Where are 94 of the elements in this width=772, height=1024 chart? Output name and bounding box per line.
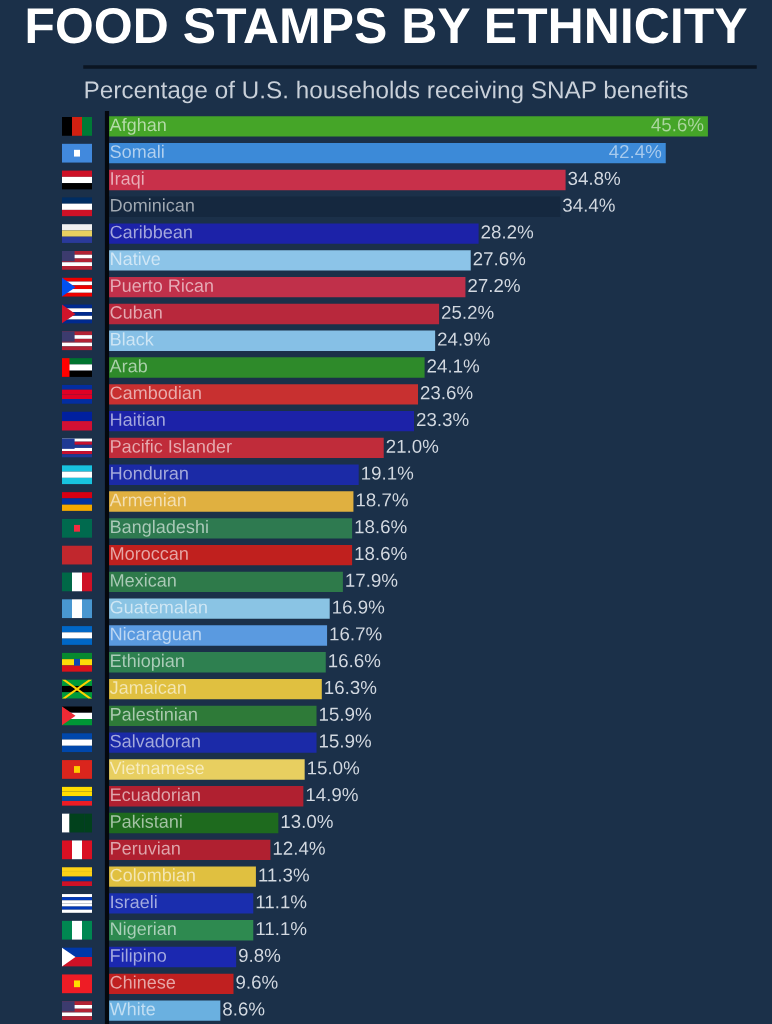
data-label: 18.7% (356, 493, 408, 507)
y-tick-label: Pacific Islander (111, 439, 232, 453)
y-tick-label: White (109, 1002, 155, 1016)
y-tick-label: Mexican (111, 573, 176, 587)
data-label: 15.9% (319, 734, 371, 748)
data-label: 11.1% (256, 895, 307, 909)
y-tick-label: Moroccan (111, 547, 188, 560)
y-tick-label: Dominican (111, 198, 194, 212)
data-label: 17.9% (346, 573, 398, 587)
y-tick-label: Afghan (109, 117, 166, 135)
data-label: 23.3% (416, 412, 469, 427)
data-label: 15.9% (319, 707, 371, 721)
y-tick-label: Honduran (111, 466, 188, 480)
data-label: 13.0% (281, 814, 333, 829)
y-tick-label: Jamaican (109, 680, 186, 694)
data-label: 12.4% (273, 841, 325, 855)
data-label: 42.4% (609, 144, 662, 159)
y-tick-label: Bangladeshi (111, 519, 208, 537)
y-tick-label: Cambodian (110, 385, 201, 400)
bar (107, 678, 322, 700)
y-tick-label: Native (111, 251, 160, 266)
y-tick-label: Ethiopian (111, 653, 184, 671)
y-tick-label: Haitian (111, 412, 165, 426)
bar (107, 196, 561, 217)
y-tick-label: Pakistani (111, 814, 182, 828)
y-tick-label: Nigerian (111, 921, 176, 939)
y-tick-label: Black (111, 332, 154, 346)
y-tick-label: Ecuadorian (111, 787, 200, 802)
y-tick-label: Guatemalan (110, 600, 207, 614)
bar (107, 893, 254, 914)
bar (107, 250, 471, 271)
bar (107, 357, 425, 378)
y-tick-label: Somali (110, 144, 164, 159)
chart-subtitle: Percentage of U.S. households receiving SNAP benefits (85, 80, 688, 104)
bar (107, 571, 343, 593)
bar (107, 169, 566, 191)
y-tick-label: Peruvian (111, 841, 180, 855)
bar (107, 464, 359, 485)
y-tick-label: Puerto Rican (111, 278, 213, 293)
data-label: 45.6% (651, 118, 704, 132)
y-tick-label: Filipino (111, 948, 167, 966)
data-label: 14.9% (306, 788, 358, 802)
data-label: 18.6% (355, 520, 407, 534)
y-tick-label: Nicaraguan (111, 627, 201, 644)
data-label: 34.8% (568, 171, 621, 186)
data-label: 8.6% (223, 1002, 265, 1016)
data-label: 16.6% (329, 654, 381, 668)
bar (107, 384, 418, 405)
data-label: 25.2% (441, 305, 494, 319)
y-tick-label: Colombian (110, 868, 195, 882)
data-label: 9.6% (236, 975, 278, 989)
data-label: 16.9% (333, 600, 385, 614)
data-label: 28.2% (481, 225, 534, 239)
y-tick-label: Palestinian (111, 707, 197, 721)
y-tick-label: Vietnamese (109, 761, 204, 775)
y-tick-label: Armenian (109, 493, 186, 507)
data-label: 19.1% (362, 466, 414, 480)
data-label: 11.3% (259, 868, 309, 882)
data-label: 27.6% (473, 252, 526, 266)
bar (107, 330, 436, 351)
y-tick-label: Israeli (111, 895, 157, 909)
data-label: 15.0% (308, 761, 360, 775)
data-label: 16.7% (330, 627, 382, 641)
data-label: 21.0% (386, 439, 439, 453)
bar (107, 652, 326, 673)
bar (107, 276, 466, 298)
bar (107, 223, 479, 244)
y-tick-label: Chinese (110, 975, 176, 989)
y-tick-label: Caribbean (110, 225, 192, 239)
bar (107, 491, 354, 512)
y-tick-label: Iraqi (111, 171, 144, 189)
bar (107, 544, 353, 566)
data-label: 16.3% (325, 680, 377, 695)
bar (107, 732, 317, 753)
bar (107, 866, 256, 887)
data-label: 27.2% (468, 278, 520, 293)
data-label: 34.4% (563, 198, 615, 212)
data-label: 11.1% (256, 922, 307, 936)
data-label: 18.6% (355, 546, 407, 561)
bar (107, 303, 440, 325)
bar (107, 1000, 221, 1021)
bar (107, 116, 708, 137)
chart-title: FOOD STAMPS BY ETHNICITY (27, 8, 747, 44)
data-label: 24.9% (438, 332, 490, 346)
data-label: 24.1% (427, 359, 480, 373)
bar (107, 143, 666, 164)
y-tick-label: Cuban (110, 305, 162, 319)
y-tick-label: Arab (109, 359, 147, 373)
y-tick-label: Salvadoran (110, 734, 200, 748)
data-label: 23.6% (420, 386, 473, 400)
bar (107, 410, 415, 432)
bar (107, 759, 305, 780)
bar (107, 625, 328, 646)
data-label: 9.8% (238, 948, 281, 963)
